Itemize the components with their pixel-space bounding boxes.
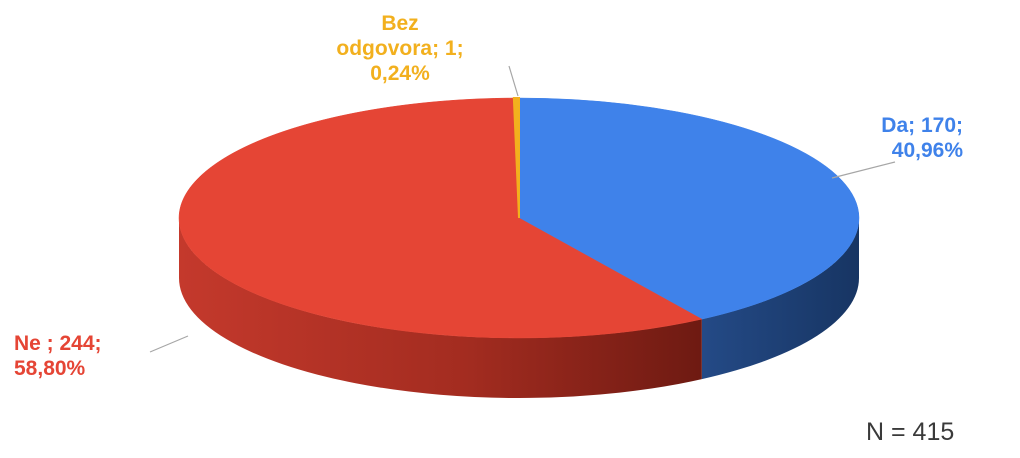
slice-label-2: Bez odgovora; 1; 0,24% — [336, 12, 463, 85]
leader-line-1 — [149, 335, 189, 353]
slice-label-0: Da; 170; 40,96% — [881, 114, 963, 162]
pie-side-layer — [179, 218, 859, 398]
slice-labels: Da; 170; 40,96% Ne ; 244; 58,80% Bez odgovora… — [14, 12, 963, 380]
leader-line-0 — [831, 161, 896, 179]
leader-lines — [149, 65, 896, 353]
slice-label-line: Da; 170; — [881, 114, 963, 137]
slice-label-line: Bez — [381, 12, 418, 35]
pie-slice-1 — [178, 97, 703, 339]
slice-label-line: 58,80% — [14, 357, 86, 380]
slice-label-line: 40,96% — [892, 139, 964, 162]
pie-top-layer — [178, 96, 860, 339]
slice-label-1: Ne ; 244; 58,80% — [14, 332, 102, 380]
pie-slice-2 — [512, 96, 520, 219]
slice-label-line: 0,24% — [370, 62, 430, 85]
pie-slice-0 — [518, 97, 860, 320]
pie-side-0 — [701, 218, 859, 380]
slice-label-line: odgovora; 1; — [336, 37, 463, 60]
pie-side-1 — [179, 218, 702, 398]
total-count-label: N = 415 — [866, 418, 954, 446]
slice-label-line: Ne ; 244; — [14, 332, 102, 355]
leader-line-2 — [508, 65, 519, 97]
